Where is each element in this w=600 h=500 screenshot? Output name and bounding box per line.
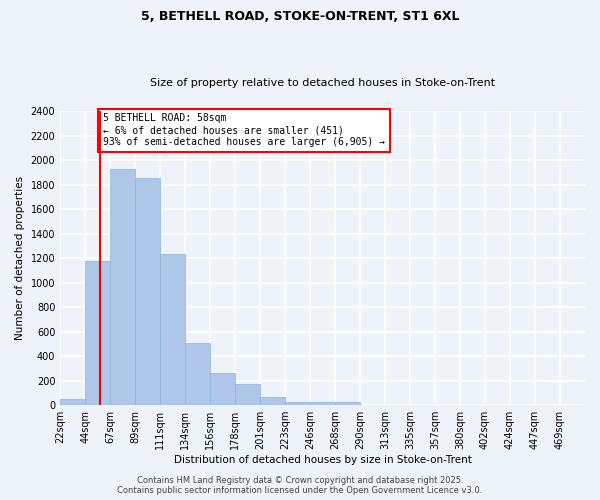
Bar — [110, 168, 135, 405]
Bar — [335, 402, 360, 405]
Text: 5 BETHELL ROAD: 58sqm
← 6% of detached houses are smaller (451)
93% of semi-deta: 5 BETHELL ROAD: 58sqm ← 6% of detached h… — [103, 114, 385, 146]
Bar — [210, 374, 235, 405]
Title: Size of property relative to detached houses in Stoke-on-Trent: Size of property relative to detached ho… — [150, 78, 495, 88]
Bar — [260, 396, 285, 405]
Bar — [160, 254, 185, 405]
Y-axis label: Number of detached properties: Number of detached properties — [15, 176, 25, 340]
Text: Contains HM Land Registry data © Crown copyright and database right 2025.
Contai: Contains HM Land Registry data © Crown c… — [118, 476, 482, 495]
Bar — [310, 402, 335, 405]
Bar — [85, 260, 110, 405]
Bar — [185, 342, 210, 405]
X-axis label: Distribution of detached houses by size in Stoke-on-Trent: Distribution of detached houses by size … — [173, 455, 472, 465]
Bar — [235, 384, 260, 405]
Bar — [60, 399, 85, 405]
Bar — [135, 178, 160, 405]
Bar — [285, 402, 310, 405]
Bar — [360, 404, 385, 405]
Text: 5, BETHELL ROAD, STOKE-ON-TRENT, ST1 6XL: 5, BETHELL ROAD, STOKE-ON-TRENT, ST1 6XL — [141, 10, 459, 23]
